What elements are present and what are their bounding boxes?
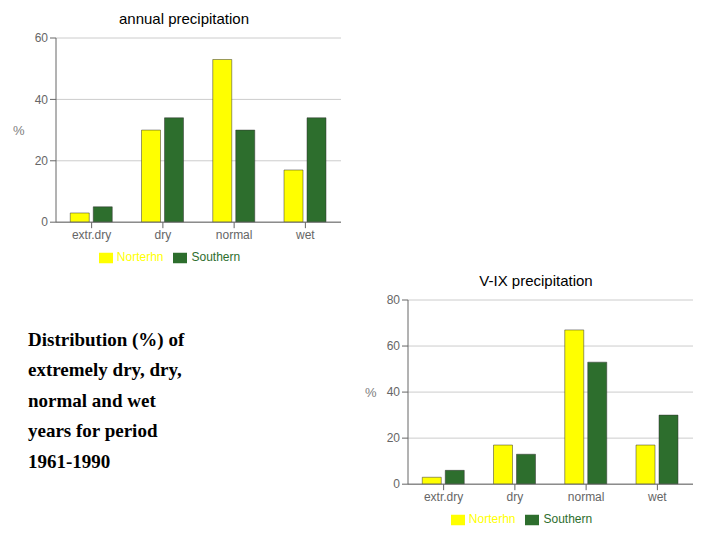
svg-text:0: 0 bbox=[41, 215, 48, 229]
svg-text:extr.dry: extr.dry bbox=[424, 490, 463, 504]
svg-text:%: % bbox=[365, 385, 377, 400]
html-text:1961-1990: 1961-1990 bbox=[28, 450, 111, 472]
svg-text:dry: dry bbox=[155, 228, 172, 242]
html-text:Norterhn: Norterhn bbox=[468, 512, 516, 527]
html-text:years for period: years for period bbox=[28, 420, 158, 442]
html-text:Southern: Southern bbox=[191, 250, 241, 265]
svg-text:60: 60 bbox=[35, 31, 49, 45]
svg-text:0: 0 bbox=[393, 477, 400, 491]
svg-text:40: 40 bbox=[387, 385, 401, 399]
svg-text:wet: wet bbox=[647, 490, 667, 504]
svg-text:20: 20 bbox=[387, 431, 401, 445]
svg-text:normal: normal bbox=[568, 490, 605, 504]
svg-text:normal: normal bbox=[216, 228, 253, 242]
svg-text:wet: wet bbox=[295, 228, 315, 242]
svg-text:%: % bbox=[13, 123, 25, 138]
html-text:annual precipitation: annual precipitation bbox=[119, 10, 249, 27]
html-text:V-IX precipitation: V-IX precipitation bbox=[479, 272, 593, 289]
svg-text:40: 40 bbox=[35, 93, 49, 107]
html-text:extremely dry, dry,: extremely dry, dry, bbox=[28, 359, 182, 381]
html-text:normal and wet: normal and wet bbox=[28, 389, 156, 411]
html-text:Distribution (%) of: Distribution (%) of bbox=[28, 329, 185, 350]
svg-text:dry: dry bbox=[507, 490, 524, 504]
svg-text:60: 60 bbox=[387, 339, 401, 353]
html-text:Southern: Southern bbox=[543, 512, 593, 527]
svg-text:80: 80 bbox=[387, 293, 401, 307]
svg-text:extr.dry: extr.dry bbox=[72, 228, 111, 242]
svg-text:20: 20 bbox=[35, 154, 49, 168]
html-text:Norterhn: Norterhn bbox=[116, 250, 164, 265]
